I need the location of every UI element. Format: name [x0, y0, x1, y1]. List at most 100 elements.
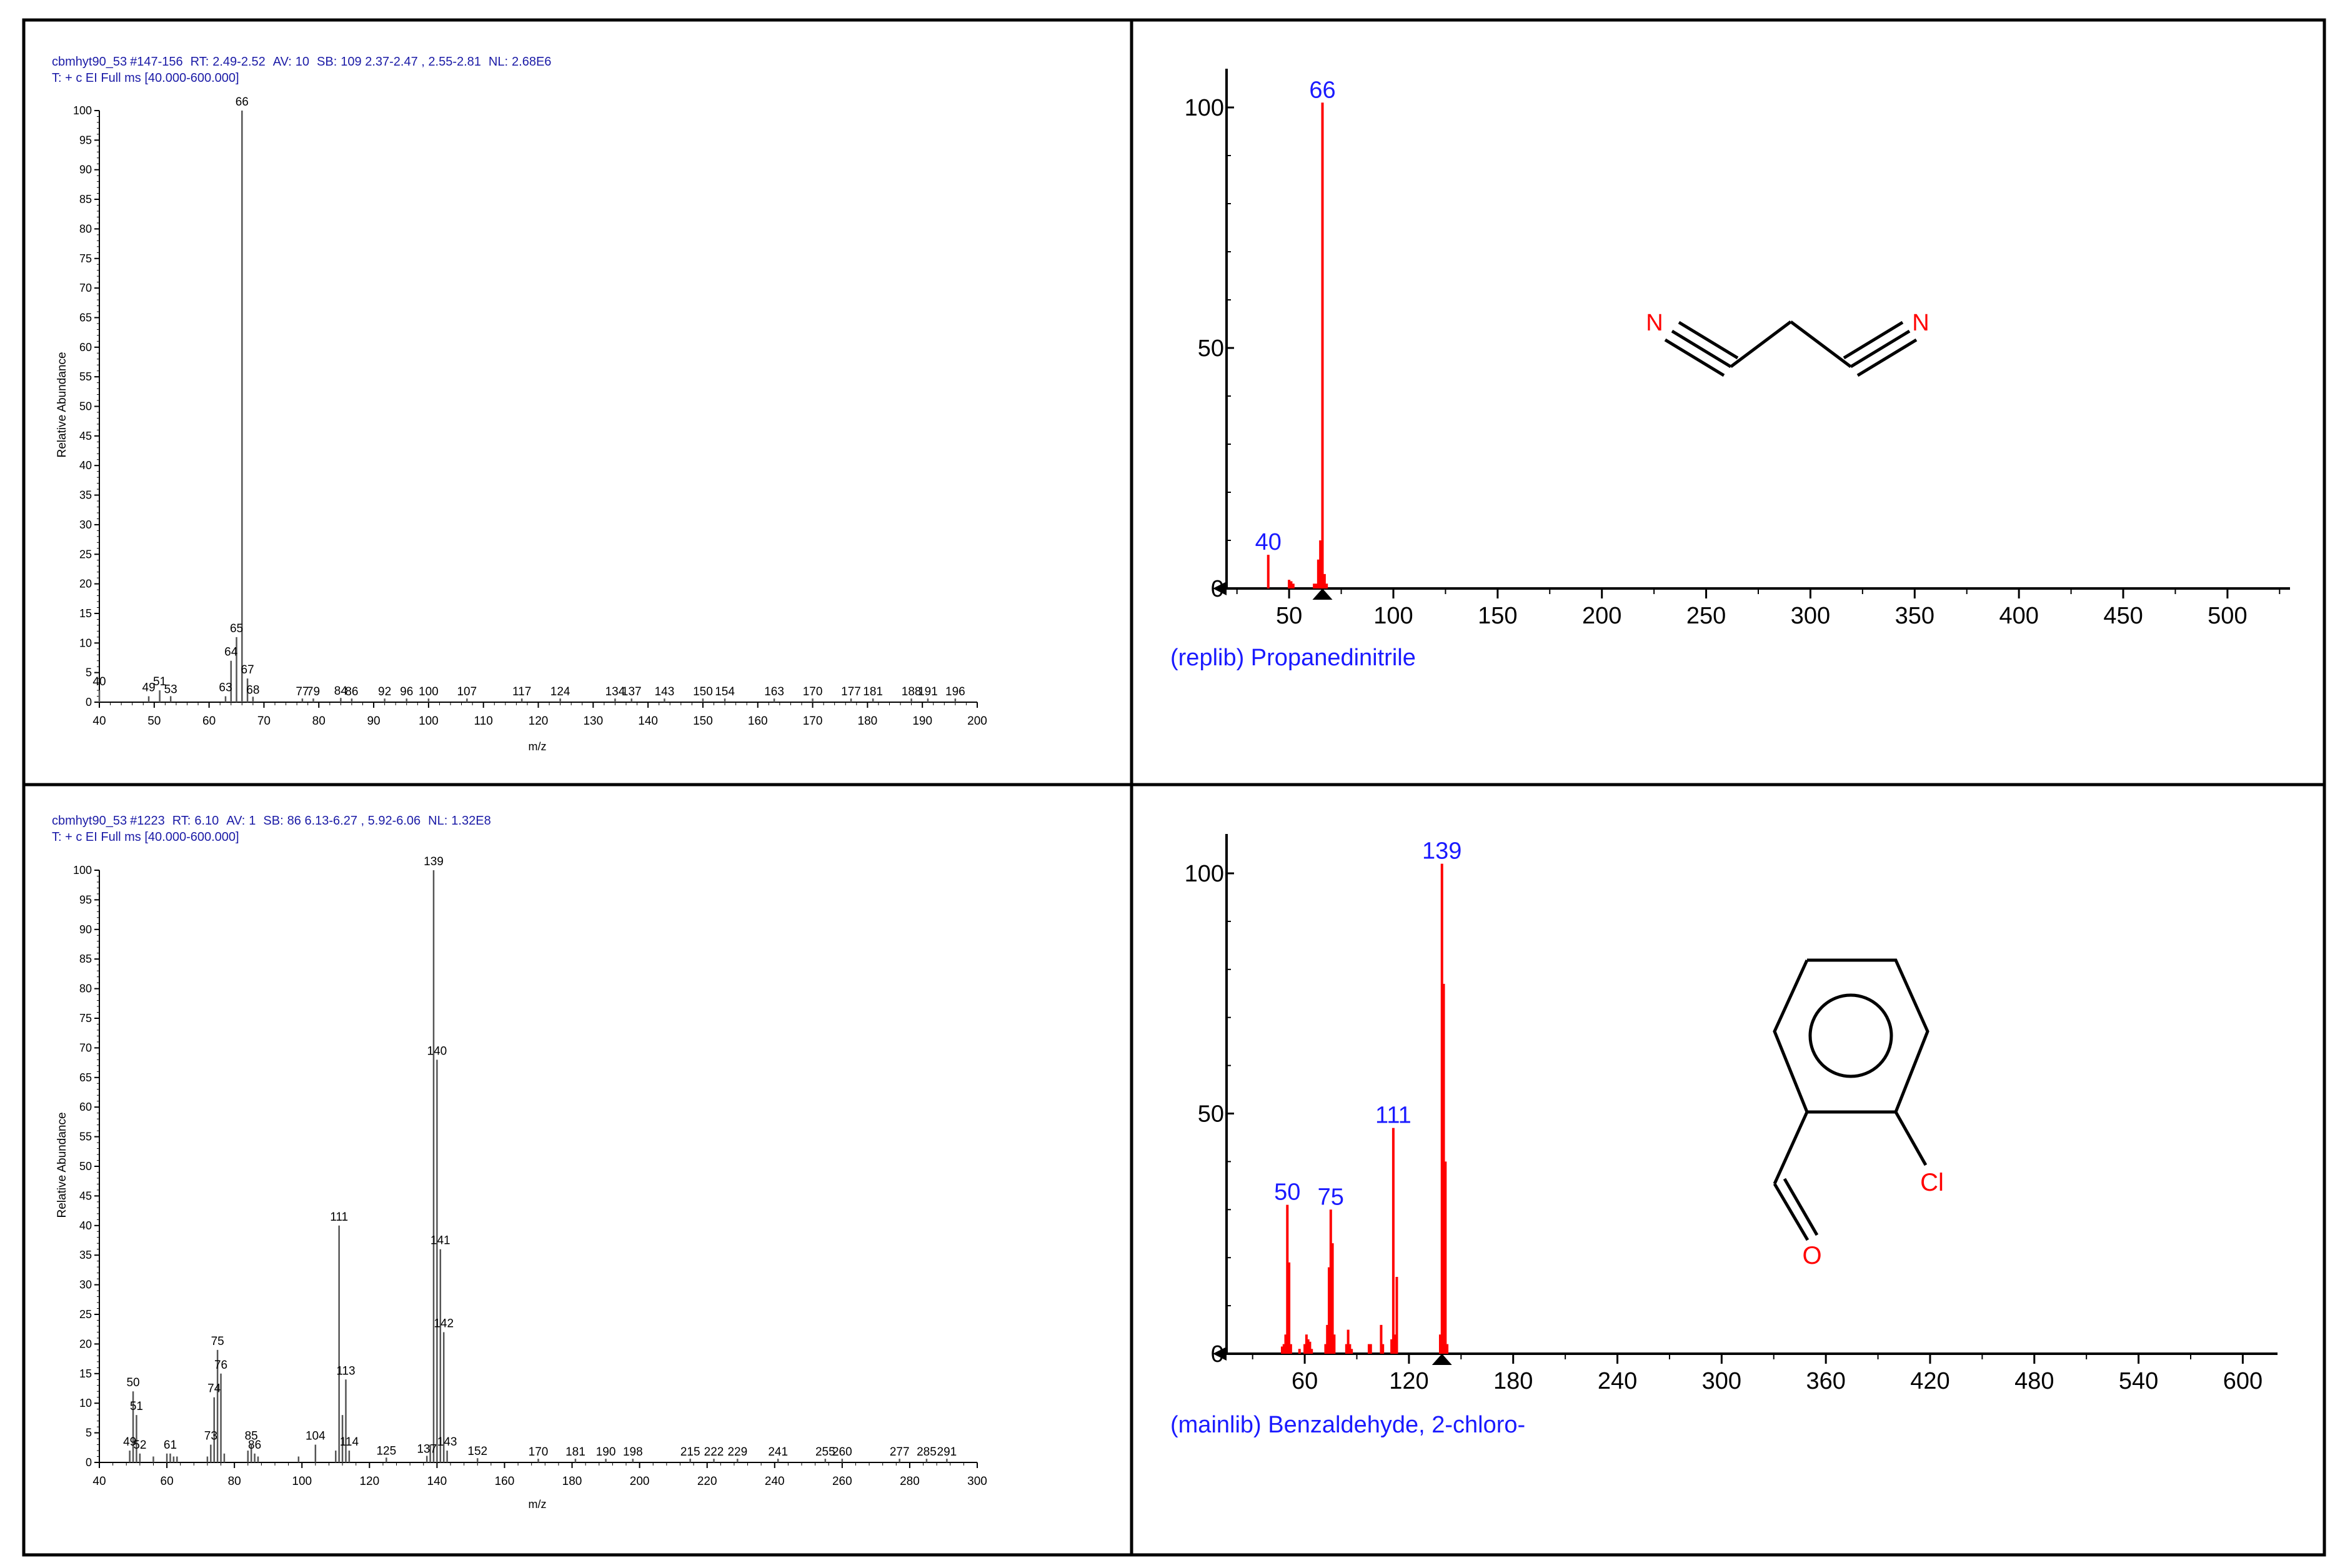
y-tick-label: 35 — [79, 489, 92, 502]
peak-label-114: 114 — [340, 1436, 359, 1449]
atom-nitrogen-right: N — [1912, 310, 1929, 336]
peak-label-74: 74 — [207, 1382, 221, 1396]
peak-label-61: 61 — [164, 1439, 177, 1452]
y-tick-label: 85 — [79, 193, 92, 206]
peak-label-107: 107 — [457, 685, 477, 698]
peak-label-154: 154 — [715, 685, 735, 698]
atom-nitrogen-left: N — [1646, 310, 1663, 336]
x-tick-label: 420 — [1910, 1368, 1949, 1394]
peak-label-260: 260 — [832, 1446, 852, 1459]
x-tick-label: 100 — [419, 715, 439, 728]
peak-label-181: 181 — [565, 1446, 585, 1459]
x-tick-label: 300 — [1702, 1368, 1741, 1394]
x-tick-label: 80 — [228, 1475, 241, 1488]
scan-header-line2: T: + c EI Full ms [40.000-600.000] — [52, 830, 239, 844]
x-axis-title: m/z — [529, 740, 547, 753]
axis-arrow-icon — [1213, 1347, 1227, 1361]
peak-label-196: 196 — [945, 685, 965, 698]
peak-label-125: 125 — [376, 1444, 396, 1457]
y-tick-label: 0 — [1211, 1341, 1224, 1367]
atom-chlorine: Cl — [1920, 1169, 1944, 1196]
axis-arrow-icon — [1213, 582, 1227, 595]
peak-label-75: 75 — [211, 1335, 224, 1348]
peak-label-51: 51 — [130, 1400, 143, 1413]
y-tick-label: 45 — [79, 1189, 92, 1202]
x-tick-label: 120 — [529, 715, 549, 728]
peak-label-77: 77 — [296, 685, 309, 698]
bond-triple-right-2 — [1856, 338, 1918, 377]
y-tick-label: 80 — [79, 222, 92, 235]
x-tick-label: 280 — [900, 1475, 920, 1488]
bond-triple-left-3 — [1678, 320, 1739, 360]
peak-label-64: 64 — [224, 646, 238, 659]
peak-label-177: 177 — [841, 685, 861, 698]
y-tick-label: 65 — [79, 1071, 92, 1084]
peak-label-170: 170 — [529, 1446, 549, 1459]
y-tick-label: 100 — [1185, 95, 1224, 121]
measured-spectrum-bottom: cbmhyt90_53 #1223 RT: 6.10 AV: 1 SB: 86 6.13-6.… — [52, 814, 987, 1511]
x-tick-label: 50 — [147, 715, 161, 728]
y-tick-label: 100 — [73, 104, 92, 117]
y-tick-label: 95 — [79, 134, 92, 146]
y-tick-label: 45 — [79, 430, 92, 442]
peak-label-40: 40 — [92, 675, 106, 688]
y-tick-label: 90 — [79, 164, 92, 176]
y-tick-label: 0 — [1211, 576, 1224, 602]
x-tick-label: 600 — [2223, 1368, 2263, 1394]
peak-label-100: 100 — [419, 685, 439, 698]
peak-label-191: 191 — [918, 685, 938, 698]
y-tick-label: 5 — [86, 667, 92, 679]
x-tick-label: 250 — [1686, 603, 1726, 629]
structure-propanedinitrile — [1664, 320, 1918, 377]
peak-label-53: 53 — [164, 683, 177, 696]
bond-ring-aldehyde — [1773, 1111, 1809, 1185]
x-tick-label: 50 — [1276, 603, 1302, 629]
aromatic-circle — [1808, 993, 1893, 1078]
library-label: (replib) Propanedinitrile — [1170, 645, 1416, 671]
peak-label-111: 111 — [1375, 1103, 1411, 1129]
peak-label-222: 222 — [704, 1446, 724, 1459]
x-tick-label: 180 — [858, 715, 878, 728]
y-tick-label: 30 — [79, 1279, 92, 1291]
peak-label-76: 76 — [214, 1359, 227, 1372]
y-tick-label: 80 — [79, 983, 92, 995]
bond-triple-left-2 — [1664, 338, 1725, 377]
y-tick-label: 40 — [79, 459, 92, 472]
peak-label-229: 229 — [727, 1446, 747, 1459]
x-tick-label: 220 — [697, 1475, 717, 1488]
peak-label-137: 137 — [417, 1442, 437, 1456]
peak-label-143: 143 — [437, 1436, 457, 1449]
x-tick-label: 80 — [312, 715, 326, 728]
x-tick-label: 240 — [1598, 1368, 1637, 1394]
peak-label-241: 241 — [768, 1446, 788, 1459]
peak-label-50: 50 — [126, 1376, 139, 1389]
peak-label-49: 49 — [123, 1436, 136, 1449]
x-tick-label: 190 — [912, 715, 932, 728]
peak-label-63: 63 — [219, 682, 232, 695]
x-tick-label: 500 — [2208, 603, 2247, 629]
bond-triple-right-1 — [1850, 329, 1911, 369]
x-tick-label: 160 — [748, 715, 768, 728]
y-axis-title: Relative Abundance — [56, 352, 69, 457]
y-tick-label: 15 — [79, 607, 92, 620]
x-tick-label: 180 — [1493, 1368, 1533, 1394]
peak-label-142: 142 — [434, 1317, 454, 1330]
peak-label-137: 137 — [622, 685, 642, 698]
x-tick-label: 150 — [1478, 603, 1517, 629]
x-tick-label: 130 — [583, 715, 603, 728]
peak-label-75: 75 — [1318, 1184, 1344, 1210]
x-tick-label: 200 — [1582, 603, 1621, 629]
x-tick-label: 110 — [474, 715, 493, 728]
library-label: (mainlib) Benzaldehyde, 2-chloro- — [1170, 1412, 1525, 1438]
peak-label-277: 277 — [890, 1446, 910, 1459]
y-tick-label: 55 — [79, 370, 92, 383]
peak-label-163: 163 — [764, 685, 784, 698]
peak-label-139: 139 — [424, 855, 444, 868]
base-peak-marker-icon — [1312, 588, 1333, 600]
peak-label-40: 40 — [1255, 529, 1282, 555]
peak-label-255: 255 — [815, 1446, 835, 1459]
y-tick-label: 55 — [79, 1131, 92, 1143]
y-tick-label: 100 — [1185, 861, 1224, 887]
x-tick-label: 360 — [1806, 1368, 1845, 1394]
peak-label-113: 113 — [336, 1364, 355, 1377]
